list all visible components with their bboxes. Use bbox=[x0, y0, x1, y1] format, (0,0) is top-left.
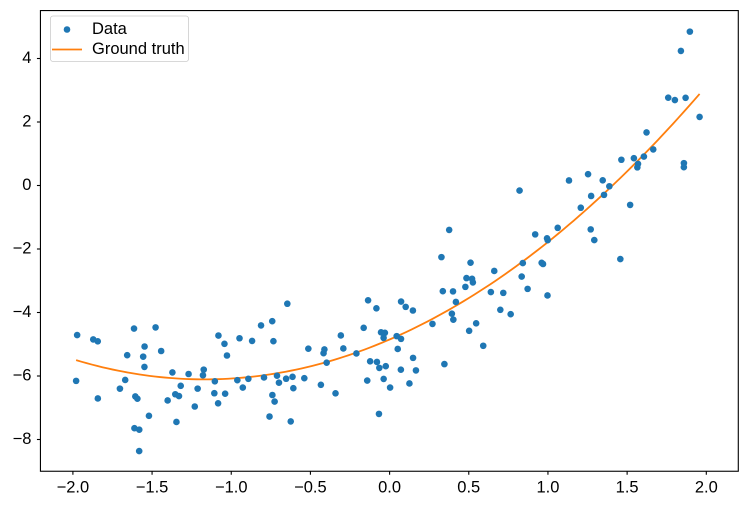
svg-text:−2.0: −2.0 bbox=[57, 478, 90, 496]
svg-text:−1.5: −1.5 bbox=[136, 478, 169, 496]
svg-text:0: 0 bbox=[22, 176, 31, 194]
svg-text:0.0: 0.0 bbox=[378, 478, 401, 496]
svg-text:4: 4 bbox=[22, 49, 31, 67]
svg-text:1.0: 1.0 bbox=[536, 478, 559, 496]
svg-text:0.5: 0.5 bbox=[457, 478, 480, 496]
svg-text:2.0: 2.0 bbox=[695, 478, 718, 496]
svg-text:Ground truth: Ground truth bbox=[92, 40, 185, 58]
svg-text:2: 2 bbox=[22, 113, 31, 131]
svg-text:−8: −8 bbox=[13, 430, 32, 448]
svg-text:−0.5: −0.5 bbox=[294, 478, 327, 496]
svg-text:−4: −4 bbox=[13, 303, 32, 321]
svg-text:−1.0: −1.0 bbox=[215, 478, 248, 496]
svg-text:−6: −6 bbox=[13, 367, 32, 385]
svg-text:1.5: 1.5 bbox=[616, 478, 639, 496]
svg-text:−2: −2 bbox=[13, 240, 32, 258]
svg-text:Data: Data bbox=[92, 20, 128, 38]
